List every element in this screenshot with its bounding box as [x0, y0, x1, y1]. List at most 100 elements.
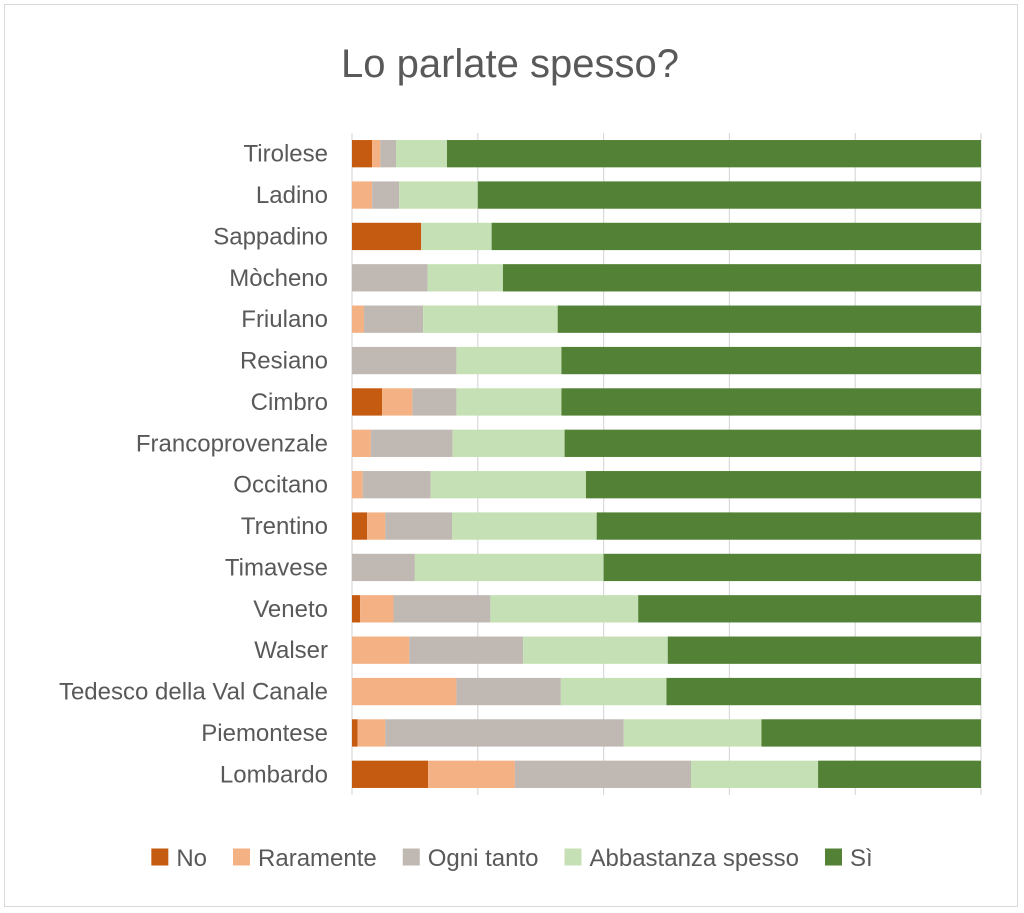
legend-item: Raramente: [233, 845, 377, 872]
bar-segment-2: [363, 305, 424, 333]
bar-segment-4: [585, 471, 981, 499]
bar-segment-4: [477, 181, 981, 209]
category-label: Francoprovenzale: [136, 430, 328, 457]
bar-segment-3: [414, 553, 604, 582]
bar-segment-0: [352, 760, 429, 788]
bar-segment-3: [560, 677, 667, 706]
category-labels: Tirolese Ladino Sappadino Mòcheno Friulano Re…: [59, 141, 328, 789]
bar-segment-0: [352, 719, 358, 747]
category-label: Piemontese: [201, 720, 328, 747]
bar-segment-3: [456, 388, 562, 416]
category-label: Walser: [254, 637, 328, 664]
legend-label: Raramente: [258, 845, 377, 872]
bar-segment-1: [352, 181, 373, 209]
bar-segment-2: [352, 346, 457, 375]
bar-segment-2: [352, 264, 428, 292]
bar-segment-4: [502, 264, 981, 292]
bar-segment-4: [561, 388, 981, 416]
category-label: Veneto: [253, 596, 328, 623]
legend-label: Ogni tanto: [428, 845, 539, 872]
category-label: Occitano: [233, 472, 328, 499]
category-label: Timavese: [225, 554, 328, 581]
bar-segment-2: [412, 388, 457, 416]
bar-segment-4: [557, 305, 981, 333]
bar-segment-2: [362, 471, 431, 499]
bars: [352, 140, 981, 788]
bar-segment-2: [409, 636, 524, 664]
bar-segment-4: [666, 677, 981, 706]
bar-segment-4: [603, 553, 981, 582]
bar-segment-1: [352, 636, 410, 664]
bar-segment-1: [372, 140, 381, 168]
legend-swatch: [824, 848, 842, 866]
bar-segment-2: [385, 719, 624, 747]
legend-swatch: [151, 848, 169, 866]
bar-segment-3: [456, 346, 562, 375]
legend: No Raramente Ogni tanto Abbastanza spesso Sì: [151, 845, 873, 872]
bar-segment-3: [490, 595, 639, 623]
bar-segment-4: [446, 140, 981, 168]
category-label: Mòcheno: [229, 265, 328, 292]
bar-segment-3: [430, 471, 586, 499]
bar-segment-1: [382, 388, 413, 416]
bar-segment-1: [352, 471, 363, 499]
category-label: Tedesco della Val Canale: [59, 679, 328, 706]
legend-item: Ogni tanto: [402, 845, 539, 872]
bar-segment-2: [372, 181, 400, 209]
bar-segment-4: [561, 346, 981, 375]
bar-segment-3: [427, 264, 503, 292]
legend-swatch: [402, 848, 420, 866]
bar-segment-2: [393, 595, 491, 623]
bar-segment-4: [564, 429, 981, 457]
bar-segment-0: [352, 512, 368, 540]
chart-title: Lo parlate spesso?: [341, 42, 679, 86]
category-label: Tirolese: [244, 141, 328, 168]
bar-segment-2: [370, 429, 453, 457]
bar-segment-1: [357, 719, 386, 747]
bar-segment-1: [367, 512, 386, 540]
legend-label: Abbastanza spesso: [590, 845, 799, 872]
bar-segment-4: [761, 719, 981, 747]
legend-swatch: [564, 848, 582, 866]
chart: Lo parlate spesso? Tirolese Ladino Sappadi…: [59, 42, 982, 872]
category-label: Lombardo: [220, 761, 328, 788]
legend-item: No: [151, 845, 207, 872]
category-label: Friulano: [241, 306, 328, 333]
bar-segment-4: [596, 512, 981, 540]
legend-item: Abbastanza spesso: [564, 845, 799, 872]
bar-segment-3: [396, 140, 447, 168]
bar-segment-1: [360, 595, 394, 623]
bar-segment-3: [421, 222, 492, 251]
chart-frame: Lo parlate spesso? Tirolese Ladino Sappadi…: [4, 4, 1018, 907]
bar-segment-2: [514, 760, 692, 788]
legend-swatch: [233, 848, 251, 866]
bar-segment-2: [456, 677, 561, 706]
bar-segment-2: [380, 140, 397, 168]
bar-segment-0: [352, 595, 361, 623]
bar-segment-3: [623, 719, 762, 747]
bar-segment-4: [667, 636, 981, 664]
bar-segment-2: [385, 512, 453, 540]
category-label: Cimbro: [251, 389, 328, 416]
legend-item: Sì: [824, 845, 873, 872]
bar-segment-3: [452, 512, 597, 540]
bar-segment-4: [818, 760, 981, 788]
bar-segment-3: [691, 760, 819, 788]
bar-segment-2: [352, 553, 415, 582]
bar-segment-1: [352, 677, 457, 706]
bar-segment-3: [399, 181, 478, 209]
category-label: Trentino: [241, 513, 328, 540]
bar-segment-3: [452, 429, 565, 457]
bar-segment-3: [523, 636, 668, 664]
category-label: Ladino: [256, 182, 328, 209]
legend-label: No: [176, 845, 207, 872]
category-label: Sappadino: [213, 223, 328, 250]
bar-segment-1: [428, 760, 515, 788]
category-label: Resiano: [240, 348, 328, 375]
bar-segment-0: [352, 222, 422, 251]
bar-segment-3: [423, 305, 558, 333]
bar-segment-1: [352, 305, 364, 333]
bar-segment-1: [352, 429, 371, 457]
bar-segment-0: [352, 388, 383, 416]
bar-segment-0: [352, 140, 373, 168]
